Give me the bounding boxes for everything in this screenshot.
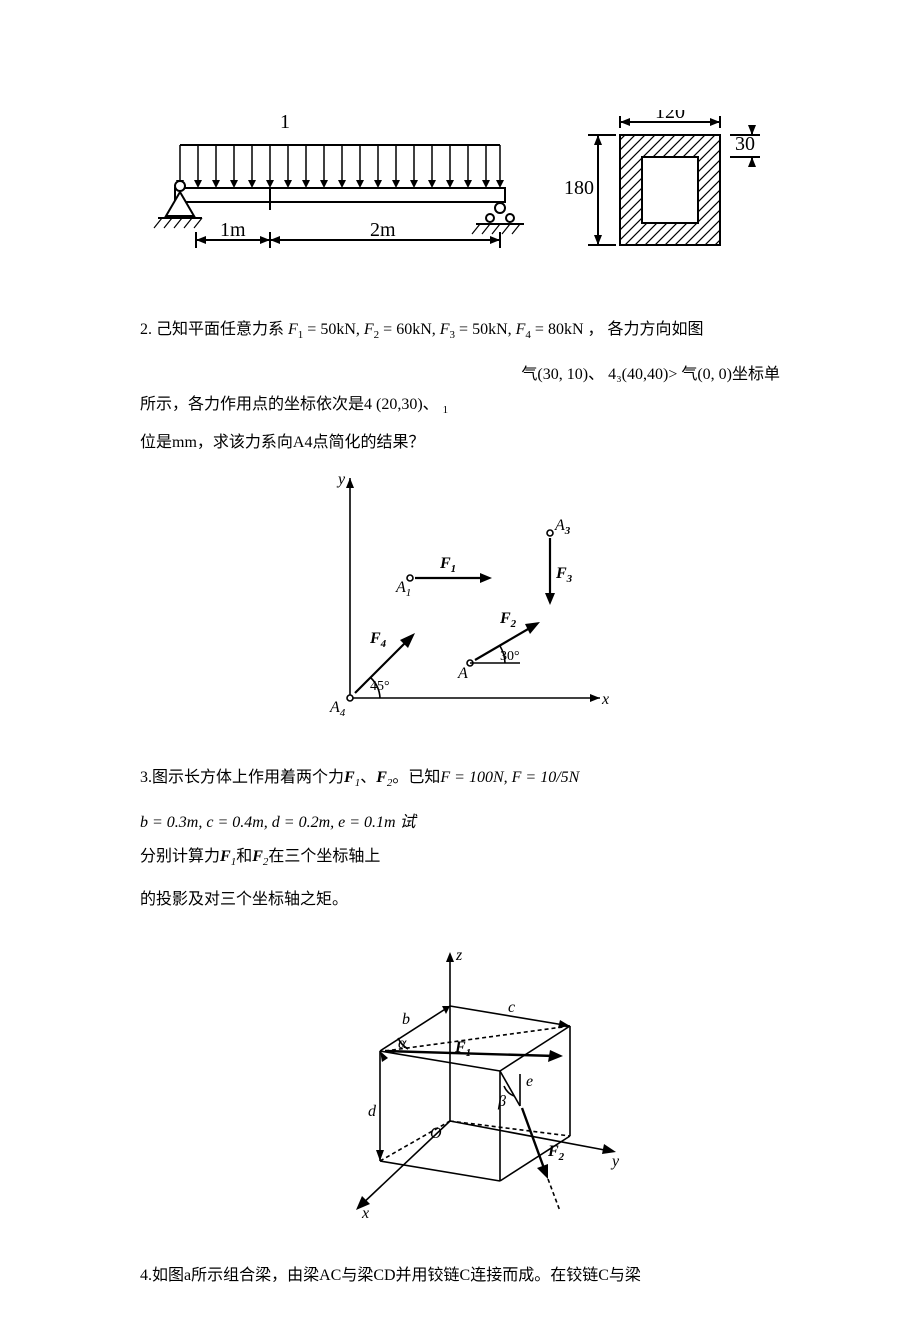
load-label: 1 [280, 111, 290, 133]
label-beta: β [497, 1093, 506, 1110]
axis-x: x [601, 691, 609, 708]
label-alpha: α [398, 1035, 407, 1052]
svg-text:F1: F1 [454, 1039, 471, 1059]
height-label: 180 [564, 177, 594, 199]
svg-text:A3: A3 [554, 517, 571, 537]
figure-1-beam: 1 [140, 110, 780, 285]
problem-2-line1: 2. 己知平面任意力系 F1 = 50kN, F2 = 60kN, F3 = 5… [140, 315, 780, 346]
point-A2: A [457, 665, 468, 682]
origin-O: O [430, 1125, 442, 1142]
problem-3-line3: 分别计算力F1和F2在三个坐标轴上 [140, 842, 780, 873]
svg-text:F2: F2 [547, 1143, 565, 1163]
problem-2-line2r: 气(30, 10)、 4₃(40,40)> 气(0, 0)坐标单 [140, 360, 780, 390]
label-e: e [526, 1073, 533, 1090]
span1-label: 1m [220, 219, 246, 241]
axis-z: z [455, 947, 463, 964]
label-c: c [508, 999, 515, 1016]
problem-3-line4: 的投影及对三个坐标轴之矩。 [140, 885, 780, 915]
angle-45: 45° [370, 679, 390, 694]
problem-3-line2: b = 0.3m, c = 0.4m, d = 0.2m, e = 0.1m 试 [140, 808, 780, 838]
label-b: b [402, 1011, 410, 1028]
span2-label: 2m [370, 219, 396, 241]
label-d: d [368, 1103, 377, 1120]
axis-y: y [336, 471, 346, 488]
problem-2-line2l: 所示，各力作用点的坐标依次是4 (20,30)、 1 [140, 390, 780, 421]
axis-x: x [361, 1205, 369, 1222]
p2-tail1: ， 各力方向如图 [588, 321, 704, 338]
p2-F2: 60kN [396, 321, 432, 338]
svg-text:A1: A1 [395, 579, 411, 599]
p2-lead: 2. 己知平面任意力系 [140, 321, 284, 338]
svg-text:F4: F4 [369, 630, 387, 650]
figure-3-cuboid: z y x O [140, 946, 780, 1231]
svg-text:F1: F1 [439, 555, 456, 575]
problem-2-line3: 位是mm，求该力系向A4点简化的结果？ [140, 428, 780, 458]
svg-text:F2: F2 [499, 610, 517, 630]
svg-text:F3: F3 [555, 565, 573, 585]
p2-F3: 50kN [472, 321, 508, 338]
problem-4-text: 4.如图a所示组合梁，由梁AC与梁CD并用铰链C连接而成。在铰链C与梁 [140, 1261, 780, 1291]
axis-y: y [610, 1153, 620, 1170]
figure-2-force-system: x y A4 F4 45° A F2 [140, 468, 780, 733]
top-label: 30 [735, 133, 755, 155]
problem-3-line1: 3.图示长方体上作用着两个力F1、F2。已知F = 100N, F = 10/5… [140, 763, 780, 794]
p2-F4: 80kN [548, 321, 584, 338]
p2-F1: 50kN [320, 321, 356, 338]
svg-text:A4: A4 [329, 699, 346, 719]
width-label: 120 [655, 110, 685, 123]
angle-30: 30° [500, 649, 520, 664]
